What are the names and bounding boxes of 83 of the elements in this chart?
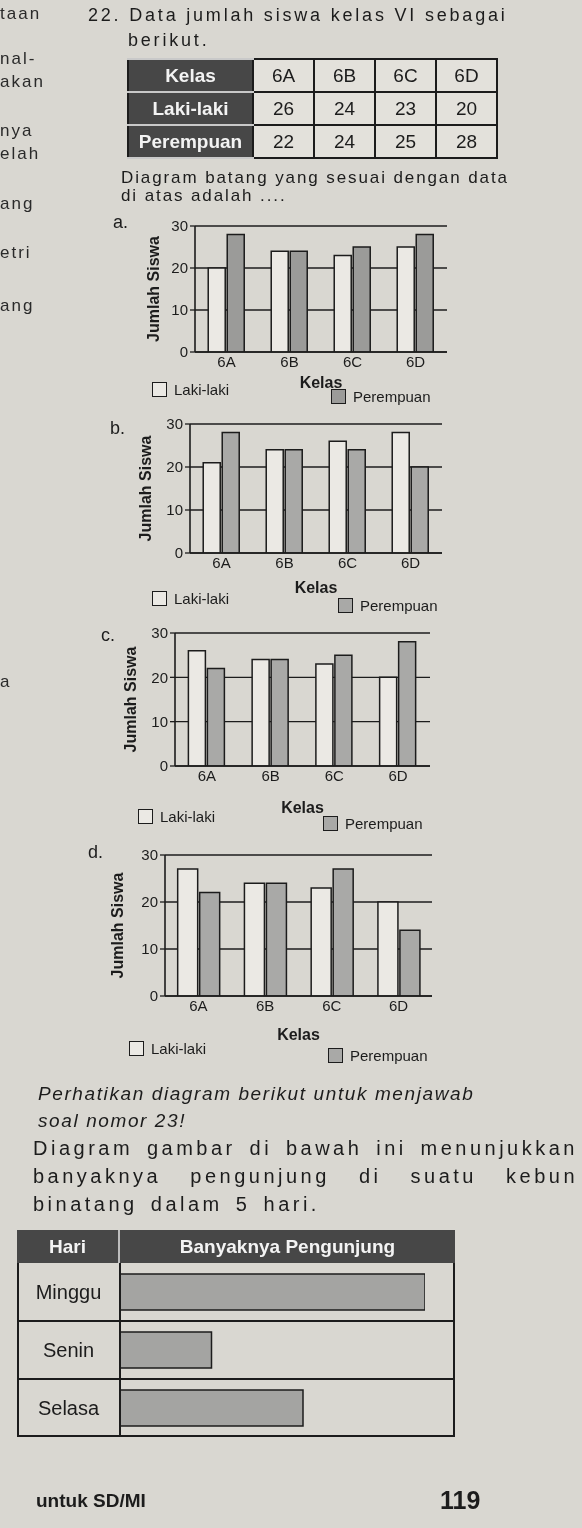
legend-label: Perempuan [350, 1047, 428, 1064]
text: a [0, 672, 12, 692]
x-axis-title: Kelas [128, 59, 253, 92]
y-axis-title: Jumlah Siswa [136, 435, 154, 542]
y-tick-label: 20 [171, 259, 188, 277]
x-axis-title: Kelas [299, 374, 343, 391]
x-tick-label: 6D [388, 766, 408, 784]
y-tick-label: 30 [141, 846, 158, 864]
y-tick-label: 0 [159, 757, 168, 775]
x-axis-title: Kelas [294, 579, 338, 596]
x-tick-label: 6B [275, 553, 294, 571]
y-axis-title: Jumlah Siswa [108, 872, 126, 979]
data-label: 20 [436, 92, 497, 125]
y-axis-title: Jumlah Siswa [121, 646, 139, 753]
text: akan [0, 72, 45, 92]
data-label: 25 [375, 125, 436, 158]
chart-title: c. [101, 624, 116, 646]
x-tick-label: 6C [322, 996, 342, 1014]
data-label: 22 [253, 125, 314, 158]
x-tick-label: 6A [197, 766, 217, 784]
legend-label: Perempuan [353, 388, 431, 405]
y-tick-label: Laki-laki [128, 92, 253, 125]
y-tick-label: 30 [151, 624, 168, 642]
y-tick-label: 20 [141, 893, 158, 911]
y-tick-label: 10 [166, 501, 183, 519]
y-tick-label: Minggu [35, 1281, 102, 1303]
y-axis-title: Jumlah Siswa [144, 235, 162, 342]
y-tick-label: Senin [42, 1339, 95, 1361]
chart-title: a. [113, 211, 129, 233]
chart-subtitle: Diagram gambar di bawah ini menunjukkan banyaknya pengunjung di suatu kebun binatang dalam 5 hari. [33, 1136, 578, 1217]
x-tick-label: 6B [255, 996, 275, 1014]
y-tick-label: Selasa [37, 1397, 100, 1419]
text: ang [0, 194, 35, 214]
x-tick-label: 6D [436, 59, 497, 92]
y-tick-label: 30 [171, 217, 188, 235]
text: taan [0, 4, 42, 24]
y-tick-label: 10 [141, 940, 158, 958]
x-tick-label: 6B [261, 766, 280, 784]
x-axis-title: Banyaknya Pengunjung [178, 1234, 397, 1259]
y-tick-label: 0 [174, 544, 183, 562]
y-tick-label: Perempuan [128, 125, 253, 158]
x-tick-label: 6D [405, 352, 426, 370]
y-tick-label: 0 [149, 987, 158, 1005]
chart-title: d. [88, 841, 104, 863]
data-label: 28 [436, 125, 497, 158]
y-tick-label: 10 [151, 712, 168, 730]
data-label: 26 [253, 92, 314, 125]
x-tick-label: 6A [189, 996, 208, 1014]
x-axis-title: Kelas [281, 799, 324, 816]
x-tick-label: 6D [400, 553, 421, 571]
x-tick-label: 6C [324, 766, 345, 784]
x-tick-label: 6A [212, 553, 231, 571]
text: Diagram batang yang sesuai dengan data di atas adalah .... [121, 168, 510, 205]
data-label: 24 [314, 92, 375, 125]
x-tick-label: 6B [280, 352, 299, 370]
data-label: 24 [314, 125, 375, 158]
y-tick-label: 10 [171, 301, 188, 319]
text: etri [0, 243, 32, 263]
chart-title: b. [110, 417, 126, 439]
x-tick-label: 6C [337, 553, 358, 571]
text: ang [0, 296, 35, 316]
text: nya [0, 121, 34, 141]
y-tick-label: 0 [179, 343, 188, 361]
x-tick-label: 6C [375, 59, 436, 92]
y-tick-label: 20 [166, 458, 183, 476]
chart-title: Perhatikan diagram berikut untuk menjawab soal nomor 23! [38, 1082, 476, 1133]
x-tick-label: 6A [217, 352, 236, 370]
text: 119 [440, 1486, 481, 1515]
chart-title: 22. Data jumlah siswa kelas VI sebagai berikut. [88, 4, 509, 52]
text: nal- [0, 49, 37, 69]
x-tick-label: 6A [253, 59, 314, 92]
y-axis-title: Hari [17, 1230, 120, 1263]
data-label: 23 [375, 92, 436, 125]
text: untuk SD/MI [36, 1490, 146, 1512]
x-axis-title: Kelas [277, 1026, 320, 1043]
y-tick-label: 30 [166, 415, 183, 433]
x-tick-label: 6C [342, 352, 363, 370]
x-tick-label: 6D [389, 996, 409, 1014]
legend-label: Perempuan [345, 815, 423, 832]
y-tick-label: 20 [151, 668, 168, 686]
text: elah [0, 144, 41, 164]
legend-label: Perempuan [360, 597, 438, 614]
x-tick-label: 6B [314, 59, 375, 92]
